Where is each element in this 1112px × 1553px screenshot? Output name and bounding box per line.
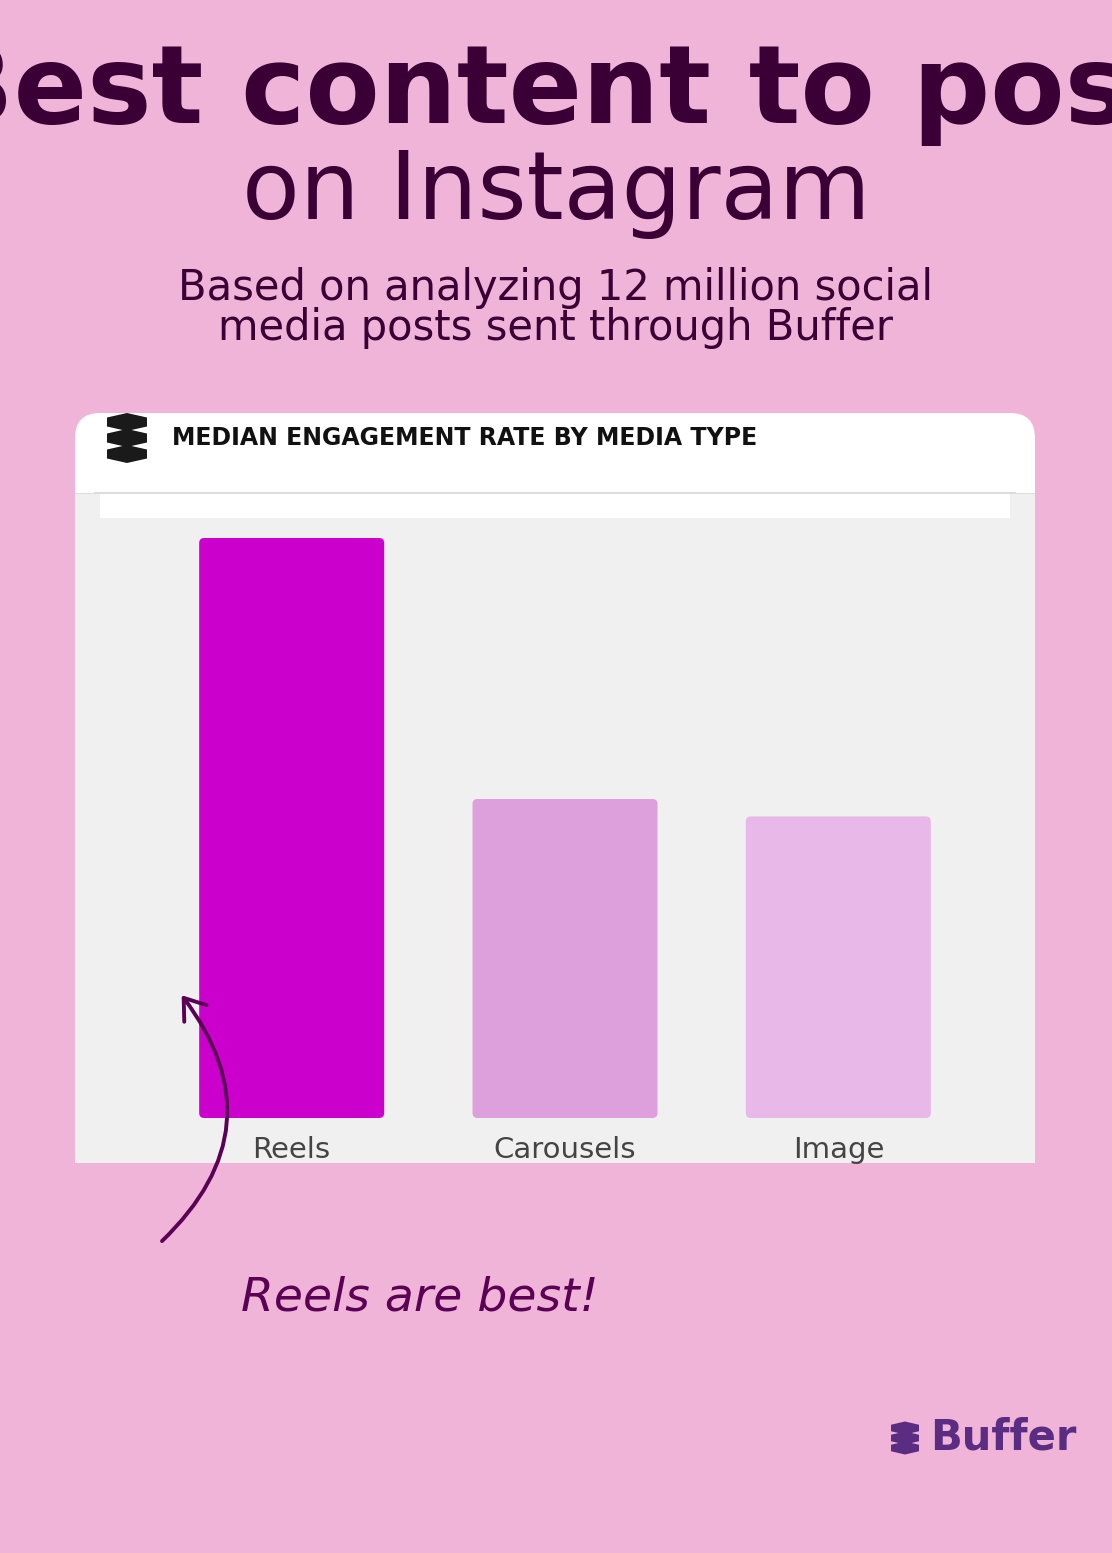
Polygon shape <box>891 1441 919 1455</box>
Text: Buffer: Buffer <box>930 1416 1076 1458</box>
FancyBboxPatch shape <box>473 798 657 1118</box>
Polygon shape <box>107 413 147 432</box>
Bar <box>100 492 1010 519</box>
Polygon shape <box>107 446 147 463</box>
Text: Best content to post: Best content to post <box>0 40 1112 146</box>
Text: Reels are best!: Reels are best! <box>241 1275 599 1320</box>
Polygon shape <box>107 429 147 447</box>
FancyBboxPatch shape <box>75 519 1035 1163</box>
Text: Carousels: Carousels <box>494 1135 636 1165</box>
FancyBboxPatch shape <box>75 413 1035 1163</box>
FancyArrowPatch shape <box>162 999 227 1241</box>
Text: Based on analyzing 12 million social: Based on analyzing 12 million social <box>179 267 933 309</box>
Text: MEDIAN ENGAGEMENT RATE BY MEDIA TYPE: MEDIAN ENGAGEMENT RATE BY MEDIA TYPE <box>172 426 757 450</box>
Text: Image: Image <box>793 1135 884 1165</box>
Bar <box>75 492 1035 1163</box>
Text: media posts sent through Buffer: media posts sent through Buffer <box>218 307 894 349</box>
Text: Reels: Reels <box>252 1135 330 1165</box>
FancyBboxPatch shape <box>199 537 384 1118</box>
Text: on Instagram: on Instagram <box>241 148 871 239</box>
Polygon shape <box>891 1421 919 1435</box>
Polygon shape <box>891 1432 919 1444</box>
FancyBboxPatch shape <box>746 817 931 1118</box>
